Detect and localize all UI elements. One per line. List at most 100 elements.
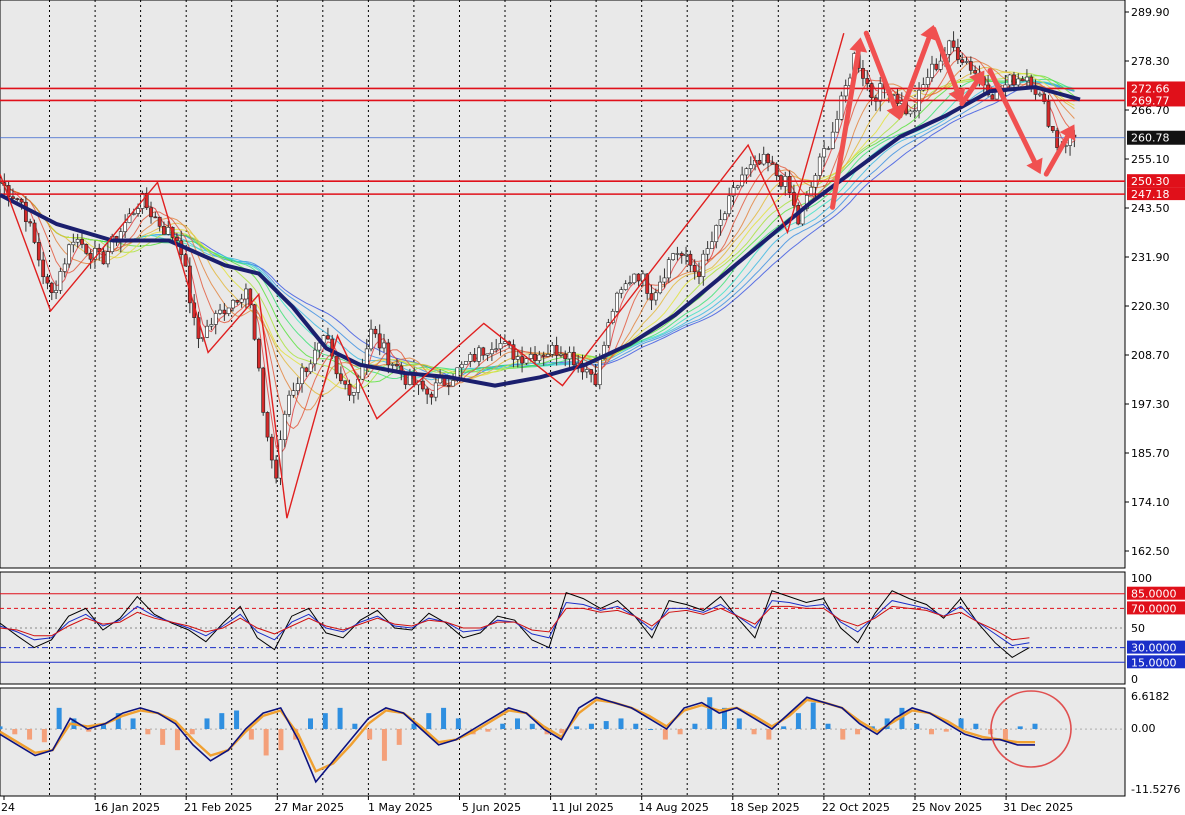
candle-body xyxy=(287,394,291,415)
candle-body xyxy=(774,164,779,176)
macd-histogram-bar xyxy=(204,718,210,730)
candle-body xyxy=(541,354,546,357)
macd-histogram-bar xyxy=(958,718,964,730)
candle-body xyxy=(787,175,792,193)
candle-body xyxy=(1007,74,1012,86)
candle-body xyxy=(727,195,732,215)
candle-body xyxy=(563,353,568,360)
price-level-badge xyxy=(1127,174,1185,188)
candle-body xyxy=(62,263,67,272)
date-tick-label: 27 Mar 2025 xyxy=(274,801,344,814)
thick-moving-average xyxy=(0,85,1081,388)
candle-body xyxy=(269,436,274,461)
price-level-badge xyxy=(1127,81,1185,95)
macd-histogram-bar xyxy=(840,729,846,740)
forecast-arrow-shaft xyxy=(863,30,898,110)
candle-body xyxy=(524,358,529,364)
candle-body xyxy=(632,273,637,284)
macd-histogram-bar xyxy=(574,726,580,730)
candle-body xyxy=(468,354,473,362)
candle-body xyxy=(459,364,464,369)
candle-body xyxy=(835,119,839,133)
candle-body xyxy=(239,298,244,303)
date-tick-label: 11 Jul 2025 xyxy=(551,801,613,814)
forecast-arrow-head xyxy=(969,70,985,88)
candle-body xyxy=(873,97,878,102)
candle-body xyxy=(317,342,322,351)
macd-histogram-bar xyxy=(751,729,757,735)
macd-histogram-bar xyxy=(722,707,727,730)
ribbon-ma-line xyxy=(0,78,1075,380)
macd-histogram-bar xyxy=(810,702,816,730)
macd-histogram-bar xyxy=(41,729,47,743)
oscillator-tick-label: 50 xyxy=(1131,622,1145,635)
date-tick-label: 18 Sep 2025 xyxy=(730,801,800,814)
candle-body xyxy=(597,358,602,386)
candle-body xyxy=(41,259,46,278)
candle-body xyxy=(559,353,563,356)
candle-body xyxy=(930,63,934,78)
candle-body xyxy=(438,377,443,384)
candle-body xyxy=(593,373,598,386)
macd-histogram-bar xyxy=(322,713,328,730)
candle-body xyxy=(28,221,33,224)
macd-histogram-bar xyxy=(618,718,624,730)
candle-body xyxy=(36,242,41,261)
candle-body xyxy=(934,63,939,70)
candle-body xyxy=(520,356,524,364)
candle-body xyxy=(23,201,28,222)
macd-histogram-bar xyxy=(485,729,491,732)
candle-body xyxy=(1037,93,1042,96)
candle-body xyxy=(252,304,257,340)
main-lines xyxy=(0,85,1125,388)
forecast-arrows xyxy=(830,24,1076,210)
price-tick-label: 243.50 xyxy=(1131,202,1170,215)
candle-body xyxy=(766,153,770,164)
oscillator-level-badge xyxy=(1127,586,1185,600)
candle-body xyxy=(377,333,382,349)
macd-histogram-bar xyxy=(160,729,166,745)
price-tick-label: 289.90 xyxy=(1131,6,1170,19)
candle-body xyxy=(554,345,559,356)
candle-body xyxy=(0,182,2,184)
candle-body xyxy=(584,369,589,373)
candle-body xyxy=(205,325,210,338)
signal-line xyxy=(0,698,1035,773)
candle-body xyxy=(662,277,667,283)
ribbon-ma-line xyxy=(0,56,1075,430)
oscillator-series-line xyxy=(0,590,1030,659)
candle-body xyxy=(1050,126,1055,131)
candle-body xyxy=(1025,76,1029,82)
oscillator-level-badge-text: 30.0000 xyxy=(1131,642,1177,655)
candle-body xyxy=(645,273,650,294)
macd-tick-label: 0.00 xyxy=(1131,722,1156,735)
candle-body xyxy=(11,196,15,199)
candle-body xyxy=(326,335,330,340)
macd-histogram-bar xyxy=(692,723,698,730)
macd-histogram-bar xyxy=(130,718,136,730)
macd-histogram-bar xyxy=(56,707,62,730)
candle-body xyxy=(968,61,973,71)
oscillator-level-badge-text: 70.0000 xyxy=(1131,602,1177,615)
candle-body xyxy=(567,351,572,360)
candle-body xyxy=(244,288,248,300)
candle-body xyxy=(865,78,870,84)
macd-histogram-bar xyxy=(337,707,343,730)
candle-body xyxy=(149,207,153,218)
macd-line xyxy=(0,696,1035,784)
candle-body xyxy=(610,310,615,323)
macd-tick-label: -11.5276 xyxy=(1131,783,1180,796)
current-price-badge-text: 260.78 xyxy=(1131,132,1170,145)
panel-3-background xyxy=(0,687,1126,797)
candle-body xyxy=(166,227,171,235)
candle-body xyxy=(183,254,188,267)
candle-body xyxy=(19,198,24,203)
candle-body xyxy=(951,40,956,48)
candle-body xyxy=(494,348,499,351)
macd-histogram-bar xyxy=(662,729,668,740)
macd-histogram-bar xyxy=(795,713,801,730)
candle-body xyxy=(658,281,663,294)
candle-body xyxy=(964,61,969,63)
